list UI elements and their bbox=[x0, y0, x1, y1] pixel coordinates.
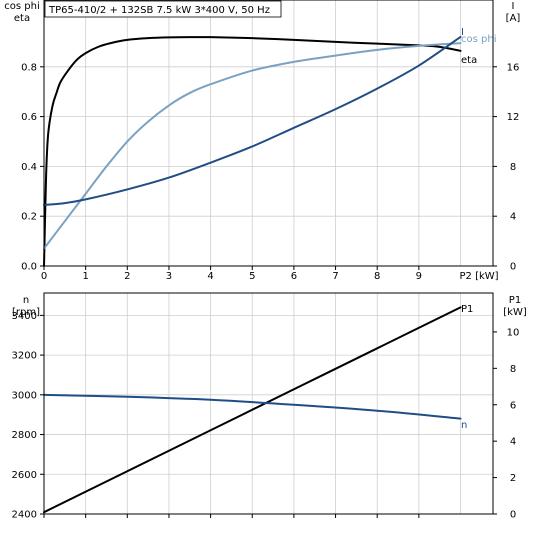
chart-title-box bbox=[44, 0, 282, 18]
right-axis-tick-label: 0 bbox=[510, 510, 516, 521]
series-line-cos-phi bbox=[43, 42, 462, 250]
chart-title: TP65-410/2 + 132SB 7.5 kW 3*400 V, 50 Hz bbox=[48, 5, 270, 16]
series-label-i: I bbox=[461, 27, 464, 38]
series-line-p1 bbox=[43, 306, 462, 514]
left-axis-tick-label: 2400 bbox=[12, 510, 37, 521]
left-axis-tick-label: 3000 bbox=[12, 390, 37, 401]
right-axis-label: P1 bbox=[509, 295, 521, 306]
x-axis-tick-label: 3 bbox=[166, 271, 172, 282]
left-axis-label: n bbox=[23, 295, 29, 306]
x-axis-tick-label: 0 bbox=[41, 271, 47, 282]
series-line-eta bbox=[43, 36, 462, 267]
bottom-plot-frame bbox=[43, 292, 494, 515]
x-axis-tick-label: 8 bbox=[374, 271, 380, 282]
x-axis-tick-label: 4 bbox=[207, 271, 213, 282]
right-axis-label: I bbox=[512, 1, 515, 12]
series-line-n bbox=[43, 393, 462, 420]
left-axis-tick-label: 2600 bbox=[12, 470, 37, 481]
right-axis-tick-label: 4 bbox=[510, 212, 516, 223]
right-axis-tick-label: 6 bbox=[510, 400, 516, 411]
x-axis-label: P2 [kW] bbox=[460, 271, 499, 282]
x-axis-tick-label: 2 bbox=[124, 271, 130, 282]
left-axis-label: cos phi bbox=[4, 1, 39, 12]
top-plot-frame bbox=[43, 0, 494, 267]
x-axis-tick-label: 9 bbox=[416, 271, 422, 282]
series-label-p1: P1 bbox=[461, 304, 473, 315]
right-axis-tick-label: 12 bbox=[507, 112, 520, 123]
x-axis-tick-label: 6 bbox=[291, 271, 297, 282]
left-axis-tick-label: 3400 bbox=[12, 311, 37, 322]
right-axis-tick-label: 16 bbox=[507, 62, 520, 73]
right-axis-label: [kW] bbox=[503, 307, 527, 318]
left-axis-tick-label: 2800 bbox=[12, 430, 37, 441]
series-line-i bbox=[43, 35, 462, 206]
right-axis-tick-label: 4 bbox=[510, 437, 516, 448]
right-axis-tick-label: 0 bbox=[510, 262, 516, 273]
left-axis-tick-label: 0.0 bbox=[21, 262, 37, 273]
x-axis-tick-label: 5 bbox=[249, 271, 255, 282]
left-axis-label: [rpm] bbox=[12, 307, 40, 318]
series-label-eta: eta bbox=[461, 55, 477, 66]
x-axis-tick-label: 1 bbox=[82, 271, 88, 282]
right-axis-tick-label: 2 bbox=[510, 473, 516, 484]
right-axis-tick-label: 10 bbox=[507, 327, 520, 338]
right-axis-label: [A] bbox=[506, 13, 521, 24]
left-axis-tick-label: 3200 bbox=[12, 351, 37, 362]
left-axis-tick-label: 0.4 bbox=[21, 162, 37, 173]
series-label-cos-phi: cos phi bbox=[461, 34, 496, 45]
left-axis-tick-label: 0.6 bbox=[21, 112, 37, 123]
series-label-n: n bbox=[461, 420, 467, 431]
right-axis-tick-label: 8 bbox=[510, 364, 516, 375]
right-axis-tick-label: 8 bbox=[510, 162, 516, 173]
x-axis-tick-label: 7 bbox=[332, 271, 338, 282]
left-axis-label: eta bbox=[14, 13, 30, 24]
left-axis-tick-label: 0.2 bbox=[21, 212, 37, 223]
left-axis-tick-label: 0.8 bbox=[21, 62, 37, 73]
